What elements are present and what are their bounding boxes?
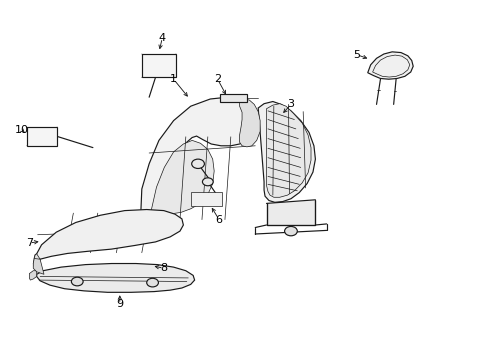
Polygon shape — [29, 271, 37, 280]
Text: 7: 7 — [26, 238, 33, 248]
Polygon shape — [266, 200, 315, 225]
Text: 4: 4 — [159, 33, 165, 43]
Circle shape — [146, 278, 158, 287]
Polygon shape — [141, 97, 258, 227]
Polygon shape — [367, 52, 412, 79]
Text: 5: 5 — [353, 50, 360, 60]
Polygon shape — [266, 104, 310, 197]
Polygon shape — [33, 258, 44, 274]
Polygon shape — [258, 102, 315, 202]
Polygon shape — [37, 264, 194, 292]
Text: 2: 2 — [214, 74, 221, 84]
Circle shape — [284, 226, 297, 236]
Text: 3: 3 — [287, 99, 294, 109]
FancyBboxPatch shape — [220, 94, 246, 102]
Text: 6: 6 — [215, 215, 222, 225]
Polygon shape — [239, 99, 260, 147]
Bar — [142, 54, 176, 77]
Polygon shape — [34, 210, 183, 259]
Polygon shape — [33, 254, 40, 272]
Text: 1: 1 — [170, 74, 177, 84]
Text: 9: 9 — [116, 299, 123, 309]
Text: 10: 10 — [15, 125, 29, 135]
Circle shape — [191, 159, 204, 168]
Circle shape — [71, 277, 83, 286]
Bar — [27, 127, 57, 146]
Text: 8: 8 — [160, 263, 167, 273]
Bar — [190, 192, 222, 206]
Circle shape — [202, 178, 213, 186]
Polygon shape — [149, 140, 214, 223]
